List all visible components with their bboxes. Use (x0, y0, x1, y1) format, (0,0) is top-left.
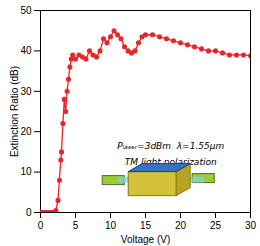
svg-text:Extinction Ratio (dB): Extinction Ratio (dB) (9, 66, 20, 157)
svg-text:Voltage (V): Voltage (V) (121, 234, 170, 245)
svg-text:Pₗₐₛₑᵣ=3dBm λ=1.55μm: Pₗₐₛₑᵣ=3dBm λ=1.55μm (117, 141, 224, 151)
svg-text:0: 0 (38, 220, 44, 231)
svg-text:20: 20 (175, 220, 187, 231)
svg-text:20: 20 (20, 126, 32, 137)
svg-text:25: 25 (210, 220, 222, 231)
svg-text:10: 10 (105, 220, 117, 231)
svg-text:15: 15 (140, 220, 152, 231)
svg-text:10: 10 (20, 166, 32, 177)
svg-text:50: 50 (20, 5, 32, 16)
svg-text:5: 5 (73, 220, 79, 231)
svg-text:TM light polarization: TM light polarization (124, 156, 217, 167)
svg-text:30: 30 (245, 220, 257, 231)
svg-text:30: 30 (20, 86, 32, 97)
svg-text:0: 0 (26, 207, 32, 218)
svg-text:40: 40 (20, 45, 32, 56)
